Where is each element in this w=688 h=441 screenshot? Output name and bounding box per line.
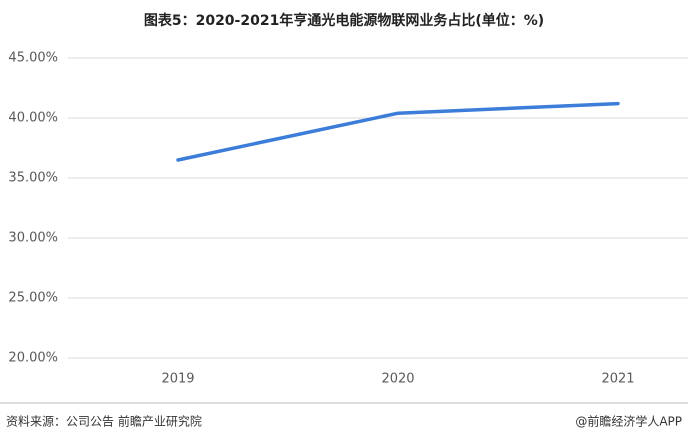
x-tick-label: 2021 bbox=[601, 372, 634, 387]
y-tick-label: 35.00% bbox=[8, 171, 58, 186]
credit: @前瞻经济学人APP bbox=[575, 414, 682, 429]
y-tick-label: 40.00% bbox=[8, 111, 58, 126]
y-tick-label: 30.00% bbox=[8, 231, 58, 246]
y-tick-label: 45.00% bbox=[8, 51, 58, 66]
line-series bbox=[176, 101, 620, 162]
y-tick-label: 20.00% bbox=[8, 351, 58, 366]
x-tick-label: 2019 bbox=[161, 372, 194, 387]
chart-title: 图表5：2020-2021年亨通光电能源物联网业务占比(单位：%) bbox=[144, 12, 544, 29]
y-tick-label: 25.00% bbox=[8, 291, 58, 306]
x-tick-label: 2020 bbox=[381, 372, 414, 387]
source: 资料来源：公司公告 前瞻产业研究院 bbox=[6, 414, 202, 429]
